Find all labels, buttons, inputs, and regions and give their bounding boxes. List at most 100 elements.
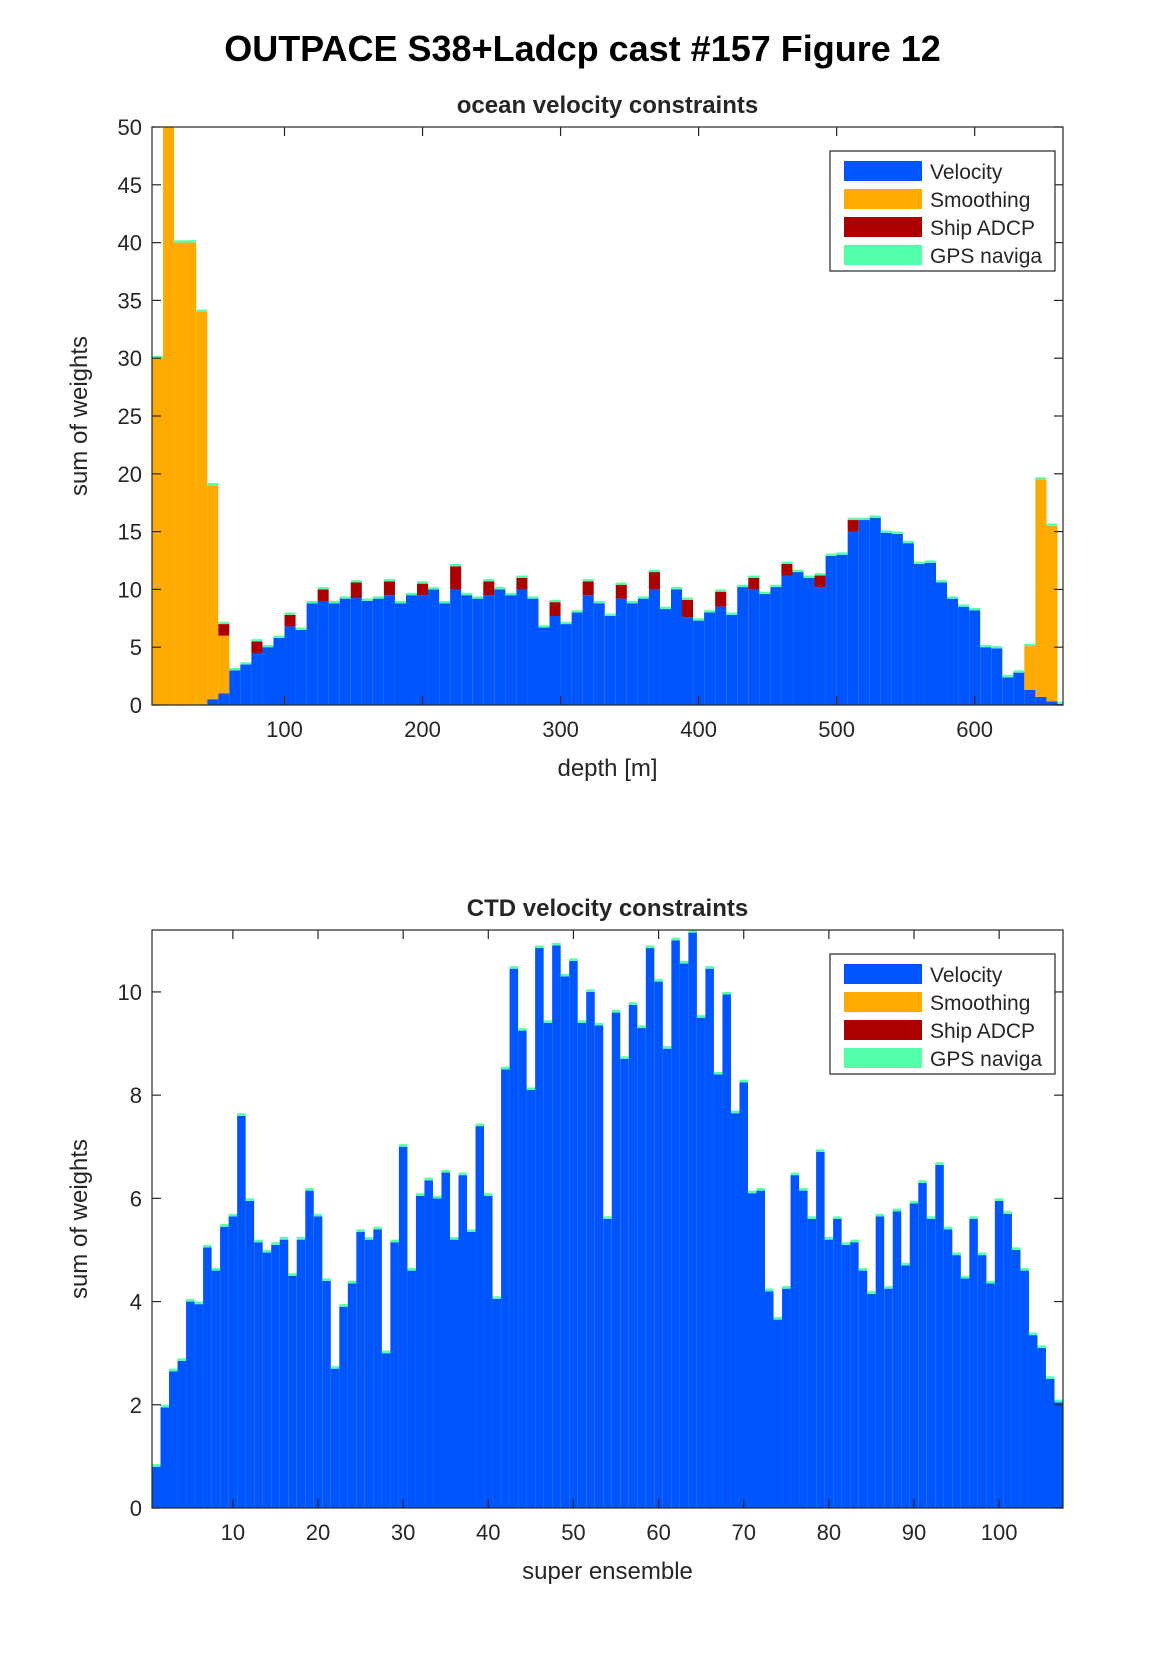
bar [254,1242,263,1508]
bar [501,1066,510,1070]
bar [254,1239,263,1243]
bar [756,1188,766,1191]
bar [620,1056,629,1060]
bar [475,1126,485,1508]
y-tick-label: 30 [118,346,142,371]
x-axis-label: super ensemble [522,1558,693,1585]
bar [824,1239,834,1508]
bar [659,609,671,705]
bar [535,948,544,1508]
bar [569,960,578,1508]
bar [637,596,649,599]
bar [279,1237,289,1240]
bar [449,1239,459,1508]
bar [339,1306,348,1508]
bar [538,627,550,705]
bar [648,569,660,573]
chart-title: CTD velocity constraints [467,895,748,922]
bar [781,563,793,576]
bar [571,610,583,613]
bar [628,1002,638,1005]
bar [747,1190,757,1194]
bar [313,1216,323,1508]
y-tick-label: 8 [130,1083,142,1108]
bar [756,1190,766,1508]
bar [722,994,731,1508]
bar [306,600,318,604]
bar [943,1229,953,1508]
bar [713,1074,723,1508]
bar [218,693,230,705]
bar [713,1071,723,1075]
bar [926,1219,936,1508]
bar [759,591,771,595]
bar [918,1182,927,1508]
bar [549,602,561,616]
bar [383,578,395,582]
bar [472,596,484,599]
chart-panel-2: 10 20 30 40 50 60 70 80 90 100 0 2 4 6 8 10 CTD velocity… [66,895,1064,1585]
bar [407,1268,416,1271]
bar [251,639,263,642]
bar [747,1193,757,1508]
bar [441,1169,450,1173]
bar [847,517,859,521]
bar [782,1288,791,1508]
bar [909,1200,919,1204]
bar [407,1270,416,1508]
bar [169,1371,178,1508]
bar [220,1226,229,1508]
bar [494,589,506,705]
bar [991,648,1003,705]
bar [892,1211,902,1508]
bar [748,589,760,705]
bar [152,1464,161,1467]
bar [858,1270,868,1508]
bar [637,1025,646,1029]
x-tick-label: 60 [646,1520,670,1545]
bar [1046,701,1058,705]
bar [688,932,697,1508]
bar [196,311,208,705]
bar [339,1304,348,1307]
bar [869,515,881,518]
bar [505,595,517,705]
bar [185,240,197,243]
bar [670,589,683,705]
bar [1002,674,1014,678]
bar [814,573,826,576]
bar [501,1069,510,1508]
bar [271,1244,280,1508]
figure-title: OUTPACE S38+Ladcp cast #157 Figure 12 [224,28,941,69]
bar [229,668,241,671]
x-tick-label: 100 [266,717,303,742]
bar [807,1216,817,1219]
y-tick-label: 0 [130,693,142,718]
bar [526,1087,536,1090]
x-tick-label: 80 [817,1520,841,1545]
bar [432,1195,442,1199]
y-tick-label: 4 [130,1290,142,1315]
bar [803,575,815,578]
bar [935,1164,944,1508]
legend-label: Ship ADCP [930,217,1035,240]
bar [439,603,451,705]
bar [792,569,804,573]
legend-label: Smoothing [930,992,1030,1015]
legend-swatch [844,1048,922,1068]
bar [593,600,605,604]
bar [543,1020,553,1023]
bar [560,976,570,1508]
bar [484,1193,493,1196]
bar [901,1265,910,1508]
x-tick-label: 40 [476,1520,500,1545]
bar [850,1239,859,1243]
bar [825,553,837,556]
bar [960,1278,970,1508]
bar [902,543,914,705]
bar [194,1304,204,1508]
bar [867,1293,876,1508]
bar [240,664,252,705]
bar [373,1229,382,1508]
bar [526,1089,536,1508]
